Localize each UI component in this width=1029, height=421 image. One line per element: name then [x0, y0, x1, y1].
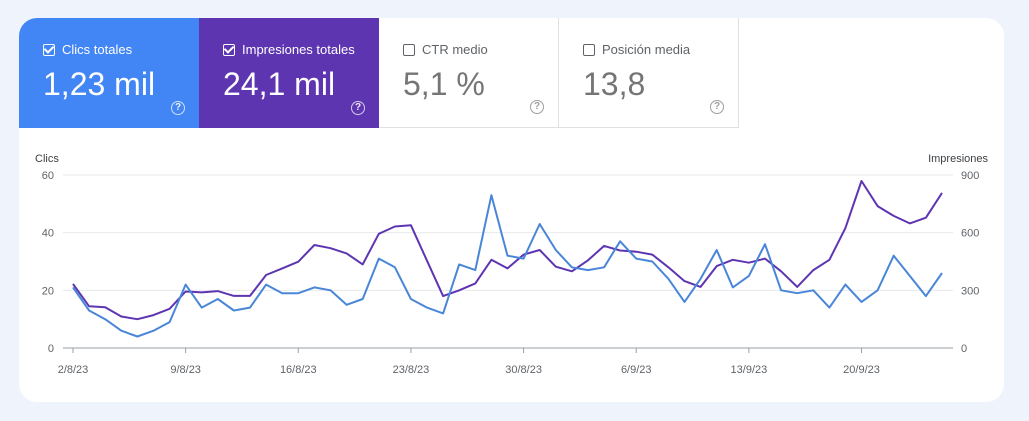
left-tick-label: 20 — [42, 285, 54, 297]
metric-value-impressions: 24,1 mil — [223, 66, 336, 102]
metric-tabs: Clics totales 1,23 mil ? Impresiones tot… — [19, 18, 739, 128]
left-axis-title: Clics — [35, 153, 59, 165]
checkbox-checked-icon[interactable] — [223, 42, 235, 56]
right-axis-ticks: 900 600 300 0 — [961, 170, 979, 355]
x-tick-label: 9/8/23 — [170, 364, 201, 376]
help-icon[interactable]: ? — [530, 100, 544, 114]
metric-header-position: Posición media — [583, 42, 733, 57]
metric-value-clicks: 1,23 mil — [43, 66, 156, 102]
help-icon[interactable]: ? — [351, 101, 365, 115]
chart-series — [72, 180, 943, 338]
help-icon[interactable]: ? — [171, 101, 185, 115]
x-tick-label: 20/9/23 — [843, 364, 880, 376]
performance-card: Clics totales 1,23 mil ? Impresiones tot… — [19, 18, 1004, 402]
series-line-clics — [72, 194, 943, 338]
metric-label-clicks: Clics totales — [62, 42, 133, 57]
left-tick-label: 0 — [48, 343, 54, 355]
x-tick-label: 13/9/23 — [731, 364, 768, 376]
help-icon[interactable]: ? — [710, 100, 724, 114]
right-tick-label: 600 — [961, 228, 979, 240]
metric-tab-impressions[interactable]: Impresiones totales 24,1 mil ? — [199, 18, 379, 128]
x-tick-label: 30/8/23 — [505, 364, 542, 376]
x-tick-label: 6/9/23 — [621, 364, 652, 376]
x-axis-ticks: 2/8/23 9/8/23 16/8/23 23/8/23 30/8/23 6/9/23 1… — [58, 348, 880, 376]
metric-tab-position[interactable]: Posición media 13,8 ? — [559, 18, 739, 128]
checkbox-unchecked-icon[interactable] — [403, 43, 415, 56]
right-tick-label: 900 — [961, 170, 979, 182]
x-tick-label: 23/8/23 — [393, 364, 430, 376]
chart-grid — [63, 174, 953, 349]
left-axis-ticks: 60 40 20 0 — [42, 170, 54, 355]
right-tick-label: 0 — [961, 343, 967, 355]
metric-tab-ctr[interactable]: CTR medio 5,1 % ? — [379, 18, 559, 128]
left-tick-label: 40 — [42, 228, 54, 240]
checkbox-checked-icon[interactable] — [43, 42, 55, 56]
performance-chart: 60 40 20 0 900 600 300 0 2/8/23 9/8/23 16/8/23 23… — [35, 153, 988, 376]
metric-header-ctr: CTR medio — [403, 42, 553, 57]
checkbox-unchecked-icon[interactable] — [583, 43, 595, 56]
metric-label-position: Posición media — [602, 42, 691, 57]
right-axis-title: Impresiones — [928, 153, 988, 165]
left-tick-label: 60 — [42, 170, 54, 182]
x-tick-label: 2/8/23 — [58, 364, 89, 376]
metric-value-ctr: 5,1 % — [403, 66, 485, 102]
series-line-impresiones — [72, 180, 943, 321]
metric-tab-clicks[interactable]: Clics totales 1,23 mil ? — [19, 18, 199, 128]
x-tick-label: 16/8/23 — [280, 364, 317, 376]
metric-header-clicks: Clics totales — [43, 42, 193, 57]
right-tick-label: 300 — [961, 285, 979, 297]
metric-header-impressions: Impresiones totales — [223, 42, 373, 57]
metric-label-ctr: CTR medio — [422, 42, 488, 57]
metric-value-position: 13,8 — [583, 66, 646, 102]
